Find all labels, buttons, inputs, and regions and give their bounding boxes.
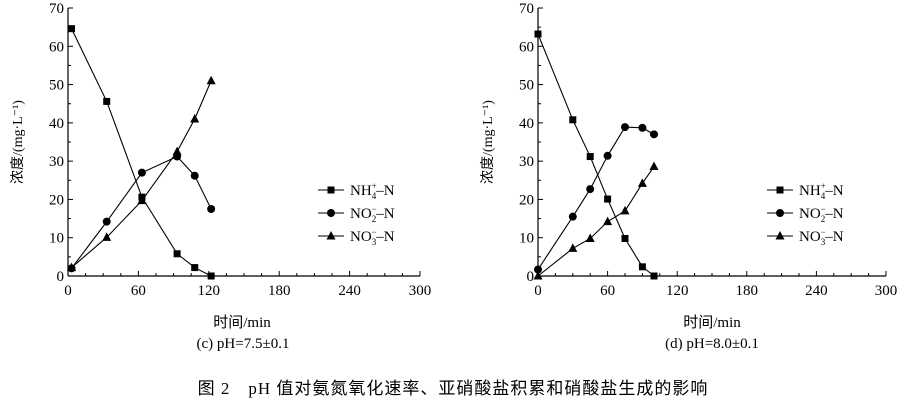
data-point-square xyxy=(68,25,76,33)
data-point-square xyxy=(534,30,542,38)
series-line-triangle xyxy=(537,166,655,277)
data-point-circle xyxy=(603,151,612,160)
y-tick-label: 50 xyxy=(49,78,64,94)
y-tick-label: 60 xyxy=(519,39,534,55)
x-tick-label: 60 xyxy=(131,283,146,299)
data-point-circle xyxy=(102,217,111,226)
x-tick-label: 180 xyxy=(268,283,291,299)
legend-marker-triangle xyxy=(775,231,785,240)
data-point-square xyxy=(173,250,181,258)
legend-marker-circle xyxy=(776,209,784,217)
y-tick-label: 50 xyxy=(519,78,534,94)
data-point-circle xyxy=(621,123,629,132)
y-tick-label: 30 xyxy=(49,154,64,170)
x-axis-label-d: 时间/min xyxy=(683,315,741,331)
panel-label-c: (c) pH=7.5±0.1 xyxy=(196,336,290,352)
x-tick-label: 300 xyxy=(875,283,898,299)
series-line-circle xyxy=(71,155,212,269)
legend-entry: NO− 3–N xyxy=(799,227,844,247)
data-point-circle xyxy=(207,205,216,213)
panel-label-d: (d) pH=8.0±0.1 xyxy=(665,336,759,352)
y-tick-label: 60 xyxy=(49,39,64,55)
x-tick-label: 120 xyxy=(198,283,221,299)
data-point-circle xyxy=(638,123,647,132)
y-tick-label: 10 xyxy=(49,231,64,247)
y-tick-label: 20 xyxy=(519,192,534,208)
y-tick-label: 40 xyxy=(49,116,64,132)
data-point-triangle xyxy=(102,232,112,241)
y-tick-label: 20 xyxy=(49,192,64,208)
data-point-circle xyxy=(534,265,542,274)
legend-marker-circle xyxy=(327,209,335,217)
legend-marker-square xyxy=(327,186,335,194)
data-point-triangle xyxy=(206,75,216,85)
y-tick-label: 40 xyxy=(519,116,534,132)
data-point-triangle xyxy=(637,178,647,187)
data-point-triangle xyxy=(67,262,77,272)
data-point-square xyxy=(586,153,594,161)
y-tick-label: 0 xyxy=(57,269,65,285)
data-point-circle xyxy=(586,185,595,194)
x-tick-label: 120 xyxy=(666,283,689,299)
legend-marker-square xyxy=(776,186,784,194)
x-tick-label: 240 xyxy=(805,283,828,299)
data-point-square xyxy=(621,234,629,242)
x-tick-label: 0 xyxy=(64,283,72,299)
x-tick-label: 60 xyxy=(600,283,615,299)
figure-caption: 图 2 pH 值对氨氮氧化速率、亚硝酸盐积累和硝酸盐生成的影响 xyxy=(197,379,709,398)
y-tick-label: 30 xyxy=(519,154,534,170)
legend-marker-triangle xyxy=(326,231,336,240)
data-point-square xyxy=(638,263,646,271)
data-point-triangle xyxy=(172,146,182,156)
data-point-triangle xyxy=(137,195,147,205)
x-axis-label-c: 时间/min xyxy=(213,315,271,331)
x-tick-label: 240 xyxy=(338,283,361,299)
series-line-square xyxy=(537,33,655,277)
data-point-square xyxy=(103,97,111,105)
data-point-circle xyxy=(137,168,146,177)
x-tick-label: 300 xyxy=(409,283,432,299)
x-tick-label: 0 xyxy=(534,283,542,299)
y-tick-label: 10 xyxy=(519,231,534,247)
series-line-circle xyxy=(537,126,655,270)
data-point-square xyxy=(569,116,577,124)
series-line-triangle xyxy=(71,80,212,268)
y-tick-label: 0 xyxy=(527,269,535,285)
data-point-circle xyxy=(568,212,577,221)
data-point-triangle xyxy=(620,205,630,215)
y-axis-label: 浓度/(mg·L⁻¹) xyxy=(480,100,496,184)
data-point-triangle xyxy=(190,114,200,123)
data-point-square xyxy=(191,264,199,272)
data-point-triangle xyxy=(603,216,613,226)
legend-entry: NO− 2–N xyxy=(799,204,844,224)
x-tick-label: 180 xyxy=(736,283,759,299)
y-axis-label: 浓度/(mg·L⁻¹) xyxy=(10,100,26,184)
data-point-square xyxy=(604,195,612,203)
legend-entry: NO− 3–N xyxy=(350,227,395,247)
legend-entry: NO− 2–N xyxy=(350,204,395,224)
y-tick-label: 70 xyxy=(49,1,64,17)
data-point-circle xyxy=(190,171,199,180)
data-point-triangle xyxy=(568,243,578,252)
data-point-circle xyxy=(650,130,658,139)
y-tick-label: 70 xyxy=(519,1,534,17)
data-point-triangle xyxy=(533,271,543,280)
data-point-triangle xyxy=(585,233,595,242)
legend-entry: NH+ 4–N xyxy=(350,181,395,201)
data-point-square xyxy=(650,272,658,280)
data-point-triangle xyxy=(649,161,659,171)
data-point-square xyxy=(207,272,215,280)
legend-entry: NH+ 4–N xyxy=(799,181,844,201)
